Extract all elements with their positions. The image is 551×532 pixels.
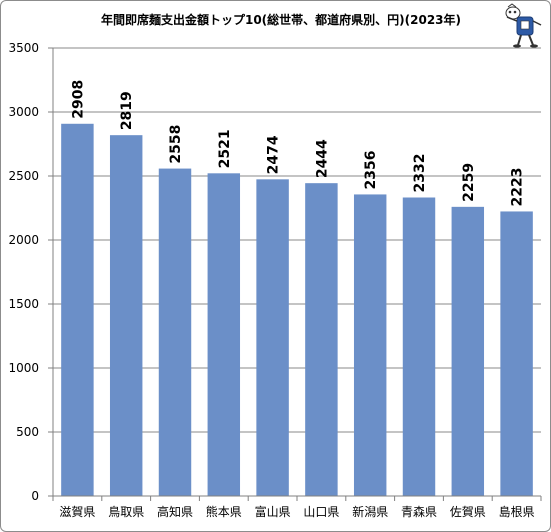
y-tick-label: 0: [31, 489, 39, 503]
data-label: 2259: [461, 163, 477, 202]
x-category-labels: 滋賀県 鳥取県 高知県 熊本県 富山県 山口県 新潟県 青森県 佐賀県 島根県: [59, 504, 534, 519]
data-label: 2819: [119, 91, 135, 130]
y-tick-labels: 0 500 1000 1500 2000 2500 3000 3500: [8, 41, 39, 503]
data-label: 2356: [363, 150, 379, 189]
data-label: 2474: [266, 135, 282, 174]
x-category-label: 高知県: [157, 504, 193, 519]
data-label: 2908: [70, 80, 86, 119]
axes: [48, 47, 542, 501]
x-category-label: 滋賀県: [59, 505, 95, 519]
x-category-label: 山口県: [303, 505, 339, 519]
bar: [500, 211, 533, 496]
bar: [402, 197, 436, 496]
y-tick-label: 2000: [8, 233, 39, 247]
bars: [61, 123, 533, 497]
x-category-label: 鳥取県: [108, 504, 144, 519]
bar: [305, 183, 338, 496]
data-label: 2558: [168, 125, 184, 164]
y-tick-label: 1000: [8, 361, 39, 375]
bar: [353, 194, 387, 496]
x-category-label: 佐賀県: [450, 505, 486, 519]
bar: [207, 173, 241, 496]
data-label: 2444: [314, 139, 330, 178]
x-category-label: 島根県: [499, 504, 535, 519]
chart-title: 年間即席麺支出金額トップ10(総世帯、都道府県別、円)(2023年): [100, 13, 462, 27]
y-tick-label: 3500: [8, 41, 39, 55]
x-category-label: 熊本県: [206, 504, 242, 519]
data-label: 2521: [217, 129, 233, 168]
y-tick-label: 2500: [8, 169, 39, 183]
data-label: 2223: [510, 167, 526, 206]
bar: [256, 179, 289, 496]
bar: [109, 135, 143, 496]
data-label: 2332: [412, 154, 428, 193]
x-category-label: 青森県: [401, 504, 437, 519]
y-tick-label: 500: [16, 425, 39, 439]
y-tick-label: 3000: [8, 105, 39, 119]
y-tick-label: 1500: [8, 297, 39, 311]
data-labels: 2908 2819 2558 2521 2474 2444 2356 2332 2259 2223: [70, 80, 525, 207]
x-category-label: 新潟県: [352, 504, 388, 519]
bar: [451, 206, 485, 496]
x-category-label: 富山県: [255, 504, 291, 519]
bar: [158, 168, 192, 497]
bar: [61, 123, 94, 496]
mascot-logo-icon: [505, 3, 542, 48]
